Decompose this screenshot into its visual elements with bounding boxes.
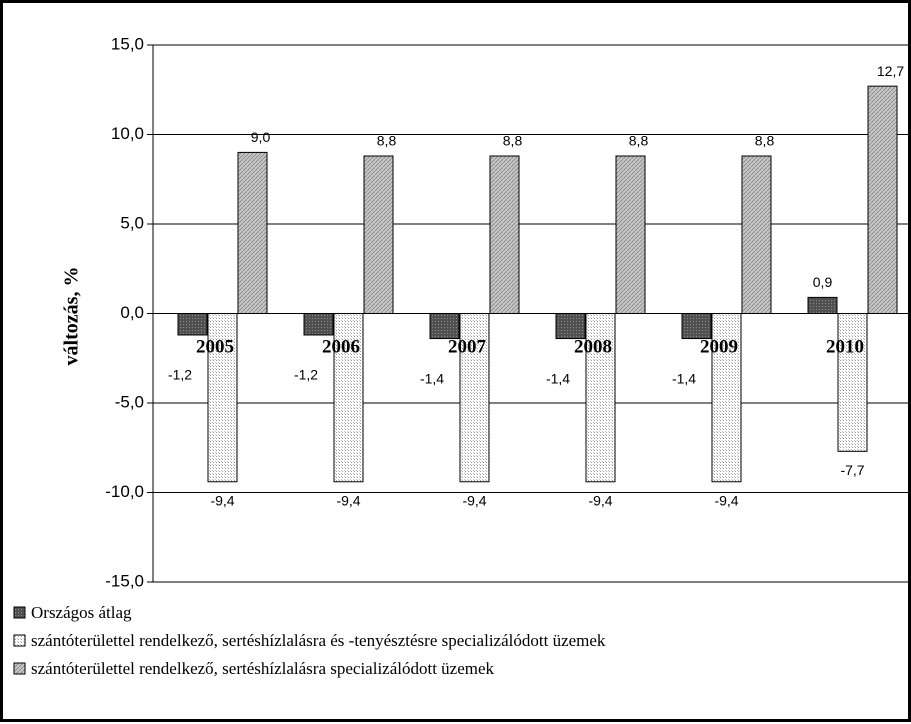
bar <box>207 313 238 483</box>
legend: Országos átlag szántóterülettel rendelkez… <box>13 603 606 678</box>
data-label: -1,4 <box>672 370 696 386</box>
data-label: -1,4 <box>546 370 570 386</box>
legend-swatch <box>13 662 26 675</box>
bar <box>489 155 520 314</box>
data-label: 0,9 <box>813 274 833 290</box>
bar <box>681 313 712 340</box>
x-category-label: 2005 <box>196 337 234 358</box>
y-tick-label: -10,0 <box>105 482 144 501</box>
bar <box>363 155 394 314</box>
bar <box>459 313 490 483</box>
bar <box>585 313 616 483</box>
bar-chart: 15,0 10,0 5,0 0,0 -5,0 -10,0 -15,0 -1,2 -9,4 9,0 2… <box>13 34 909 678</box>
y-tick-label: 15,0 <box>111 34 144 53</box>
data-label: -9,4 <box>336 492 360 508</box>
x-category-label: 2007 <box>448 337 487 358</box>
legend-entry-label: szántóterülettel rendelkező, sertéshízla… <box>31 659 495 678</box>
data-label: 8,8 <box>503 133 523 149</box>
legend-swatch <box>13 634 26 647</box>
bar <box>615 155 646 314</box>
bar <box>333 313 364 483</box>
bar <box>429 313 460 340</box>
bar <box>741 155 772 314</box>
x-category-label: 2006 <box>322 337 360 358</box>
bar <box>303 313 334 336</box>
data-label: -9,4 <box>714 492 738 508</box>
legend-entry-label: Országos átlag <box>31 603 132 622</box>
data-label: -1,2 <box>168 367 192 383</box>
data-label: -9,4 <box>210 492 234 508</box>
data-label: -9,4 <box>462 492 486 508</box>
data-label: -7,7 <box>840 462 864 478</box>
x-category-label: 2008 <box>574 337 612 358</box>
bar <box>867 85 898 314</box>
data-label: 8,8 <box>377 133 397 149</box>
bar <box>555 313 586 340</box>
x-category-label: 2009 <box>700 337 738 358</box>
y-tick-label: 0,0 <box>120 303 144 322</box>
bar <box>711 313 742 483</box>
y-tick-label: -15,0 <box>105 571 144 590</box>
y-tick-label: 10,0 <box>111 124 144 143</box>
bar <box>237 151 268 314</box>
data-label: -9,4 <box>588 492 612 508</box>
legend-swatch <box>13 606 26 619</box>
data-label: 9,0 <box>251 129 271 145</box>
y-axis-label: változás, % <box>61 267 83 366</box>
data-label: 8,8 <box>629 133 649 149</box>
y-tick-label: -5,0 <box>115 392 144 411</box>
bar <box>177 313 208 336</box>
y-tick-label: 5,0 <box>120 213 144 232</box>
x-category-label: 2010 <box>826 337 864 358</box>
bar <box>807 296 838 315</box>
bar <box>837 313 868 452</box>
plot-area: 15,0 10,0 5,0 0,0 -5,0 -10,0 -15,0 -1,2 -9,4 9,0 2… <box>105 34 909 590</box>
legend-entry-label: szántóterülettel rendelkező, sertéshízla… <box>31 631 606 650</box>
data-label: 8,8 <box>755 133 775 149</box>
data-label: -1,4 <box>420 370 444 386</box>
data-label: 12,7 <box>877 63 904 79</box>
data-label: -1,2 <box>294 367 318 383</box>
